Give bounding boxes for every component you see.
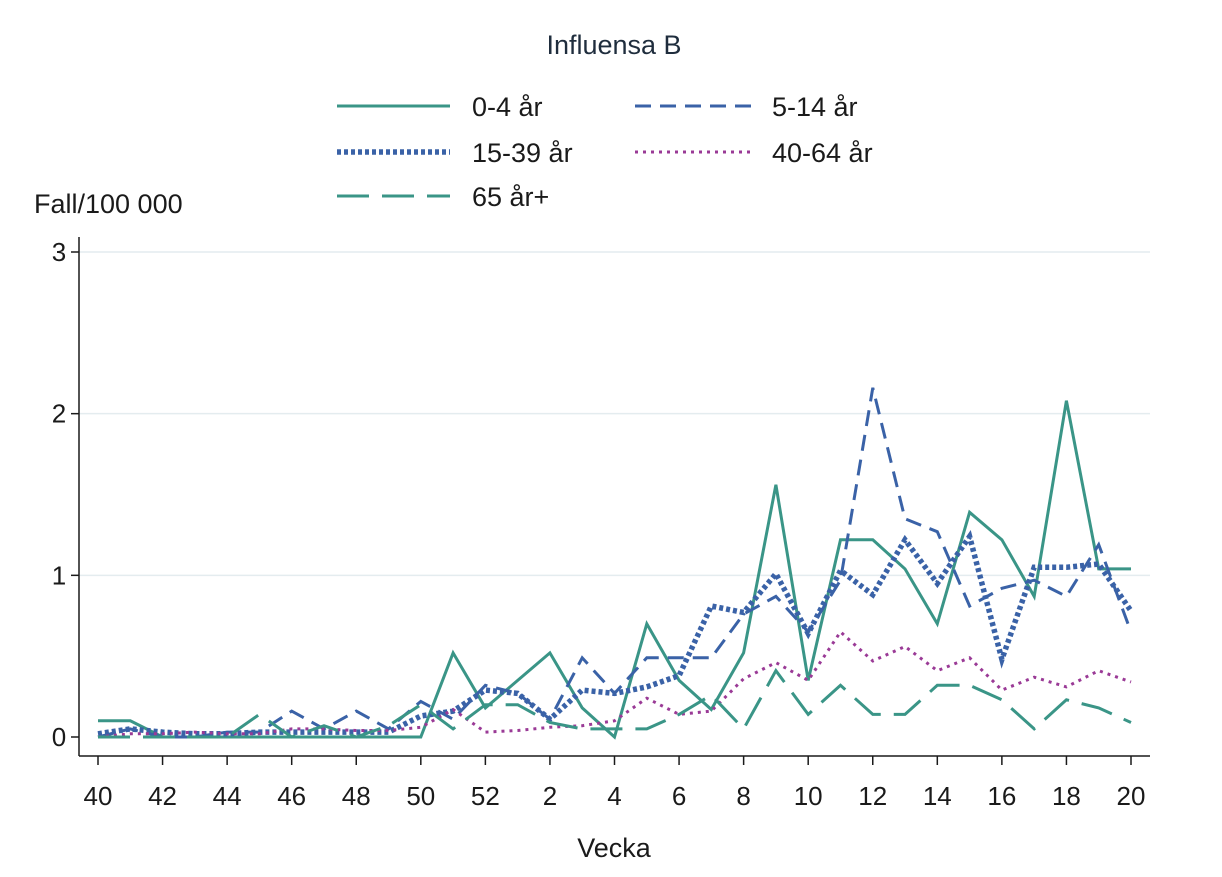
x-tick-label: 20 [1117, 781, 1146, 811]
x-axis-title: Vecka [577, 833, 652, 863]
x-tick-label: 42 [148, 781, 177, 811]
x-tick-label: 4 [607, 781, 621, 811]
y-tick-label: 1 [52, 560, 66, 590]
x-tick-label: 18 [1052, 781, 1081, 811]
x-tick-label: 52 [471, 781, 500, 811]
x-tick-label: 2 [543, 781, 557, 811]
x-tick-label: 16 [987, 781, 1016, 811]
x-tick-label: 8 [736, 781, 750, 811]
legend-label-4: 40-64 år [772, 138, 873, 168]
series-line-5 [98, 667, 1132, 739]
gridlines [79, 251, 1150, 577]
x-tick-label: 14 [923, 781, 952, 811]
x-tick-label: 44 [213, 781, 242, 811]
legend: 0-4 år 5-14 år 15-39 år 40-64 år 65 år+ [337, 92, 873, 212]
legend-label-3: 15-39 år [472, 138, 573, 168]
y-tick-label: 2 [52, 399, 66, 429]
x-tick-label: 48 [342, 781, 371, 811]
x-tick-label: 50 [406, 781, 435, 811]
y-tick-label: 3 [52, 237, 66, 267]
series-line-4 [97, 629, 1132, 739]
x-tick-label: 6 [672, 781, 686, 811]
x-tick-label: 40 [84, 781, 113, 811]
x-tick-label: 46 [277, 781, 306, 811]
y-axis-title: Fall/100 000 [34, 189, 183, 219]
legend-label-5: 65 år+ [472, 182, 549, 212]
legend-label-2: 5-14 år [772, 92, 858, 122]
y-tick-label: 0 [52, 722, 66, 752]
legend-label-1: 0-4 år [472, 92, 543, 122]
series-layer [97, 387, 1134, 740]
chart-title: Influensa B [546, 30, 681, 60]
x-tick-label: 12 [858, 781, 887, 811]
series-line-1 [98, 400, 1131, 740]
y-axis-ticks: 0 1 2 3 [52, 237, 79, 752]
x-axis-ticks: 40 42 44 46 48 50 52 2 4 6 8 10 12 14 16 18 20 [84, 756, 1146, 811]
series-line-3 [97, 530, 1134, 737]
x-tick-label: 10 [794, 781, 823, 811]
